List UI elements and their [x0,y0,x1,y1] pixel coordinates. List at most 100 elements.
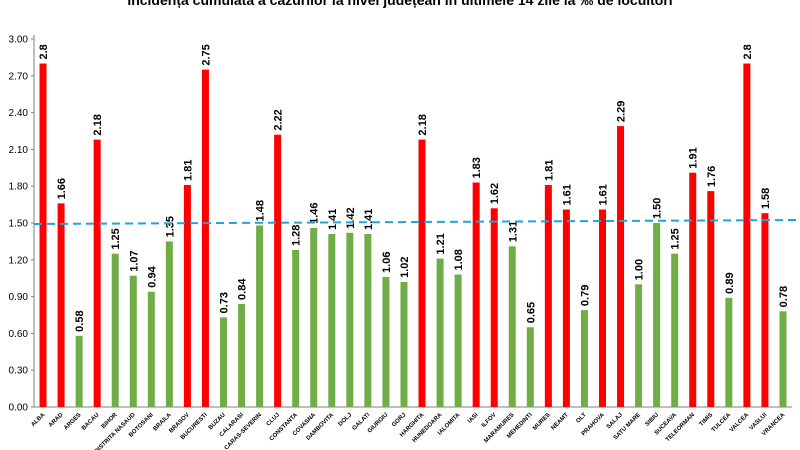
bar [562,209,570,407]
bar [346,232,354,407]
y-tick-label: 1.50 [9,219,29,230]
chart-title: Incidența cumulată a cazurilor la nivel … [127,0,673,8]
bar [274,134,282,407]
bar [75,335,83,407]
bar [454,274,462,407]
x-category-label: SIBIU [644,412,660,428]
bar [292,249,300,407]
bar [436,258,444,407]
bar [526,327,534,407]
bar-value-label: 1.61 [598,184,610,205]
bar-value-label: 1.35 [164,216,176,237]
bar [328,234,336,407]
bar-value-label: 1.50 [652,198,664,219]
bar [111,253,119,407]
bar [147,291,155,407]
y-tick-label: 0.90 [9,292,29,303]
bar [707,191,715,407]
bar-value-label: 0.78 [778,286,790,307]
bar [743,63,751,408]
bar-value-label: 2.18 [92,114,104,135]
x-category-label: TIMIS [699,412,715,428]
bar [57,203,65,407]
x-category-label: IASI [467,412,480,425]
y-tick-label: 0.30 [9,366,29,377]
bar [400,281,408,407]
bar [382,276,390,407]
bar [725,297,733,407]
bar-value-label: 0.73 [219,292,231,313]
bar [256,225,264,407]
bar-value-label: 1.28 [291,225,303,246]
bar [201,69,209,408]
bar [689,172,697,407]
bar-value-label: 2.8 [38,44,50,59]
bar-value-label: 1.42 [345,207,357,228]
x-category-label: BACAU [81,412,101,432]
bar [761,213,769,407]
bar-value-label: 0.58 [74,310,86,331]
bar-value-label: 1.31 [507,221,519,242]
x-category-label: GORJ [391,412,407,428]
bar-value-label: 1.06 [381,252,393,273]
x-category-label: NEAMT [550,412,570,432]
bar [635,284,643,407]
bar [364,234,372,407]
x-category-label: ILFOV [481,412,498,429]
bar-value-label: 1.81 [543,160,555,181]
bar-value-label: 1.66 [56,178,68,199]
bar-value-label: 0.79 [579,285,591,306]
x-category-label: DOLJ [338,412,354,428]
x-category-label: ARAD [48,412,65,429]
x-category-label: OLT [575,412,588,425]
bar [238,303,246,407]
bar [508,246,516,407]
bar [490,208,498,407]
bar-value-label: 1.07 [128,250,140,271]
bar-value-label: 1.21 [435,233,447,254]
y-tick-label: 0.00 [9,403,29,414]
x-category-label: VALCEA [729,412,751,434]
y-tick-label: 1.80 [9,182,29,193]
bar [310,227,318,407]
bar [418,139,426,407]
bar-value-label: 1.58 [760,188,772,209]
bar-value-label: 1.83 [471,157,483,178]
y-tick-label: 1.20 [9,255,29,266]
bar [472,182,480,407]
bar-value-label: 1.25 [670,228,682,249]
bar-value-label: 1.48 [255,200,267,221]
bar [653,223,661,407]
bar-value-label: 0.65 [525,302,537,323]
bar [183,184,191,407]
bar-value-label: 1.61 [561,184,573,205]
x-category-label: CLUJ [266,412,281,427]
y-tick-label: 2.70 [9,71,29,82]
bar [93,139,101,407]
bar-value-label: 0.84 [237,278,249,300]
y-tick-label: 3.00 [9,35,29,46]
bar [671,253,679,407]
y-tick-label: 2.40 [9,108,29,119]
bar-value-label: 1.08 [453,249,465,270]
bar-value-label: 2.29 [616,101,628,122]
bar-value-label: 0.89 [724,272,736,293]
bar [580,310,588,407]
threshold-line [33,219,799,225]
bar-value-label: 0.94 [146,265,158,287]
bar-value-label: 2.18 [417,114,429,135]
bar-value-label: 2.22 [273,109,285,130]
bar [220,317,227,407]
bar [599,209,606,407]
bar-value-label: 1.02 [399,256,411,277]
bar [39,63,47,408]
y-tick-label: 2.10 [9,145,29,156]
bar [617,126,625,408]
x-category-label: MURES [532,412,552,432]
bar-value-label: 1.41 [363,209,375,230]
x-category-label: ALBA [30,412,46,428]
bar [165,241,173,407]
bar [129,275,137,407]
